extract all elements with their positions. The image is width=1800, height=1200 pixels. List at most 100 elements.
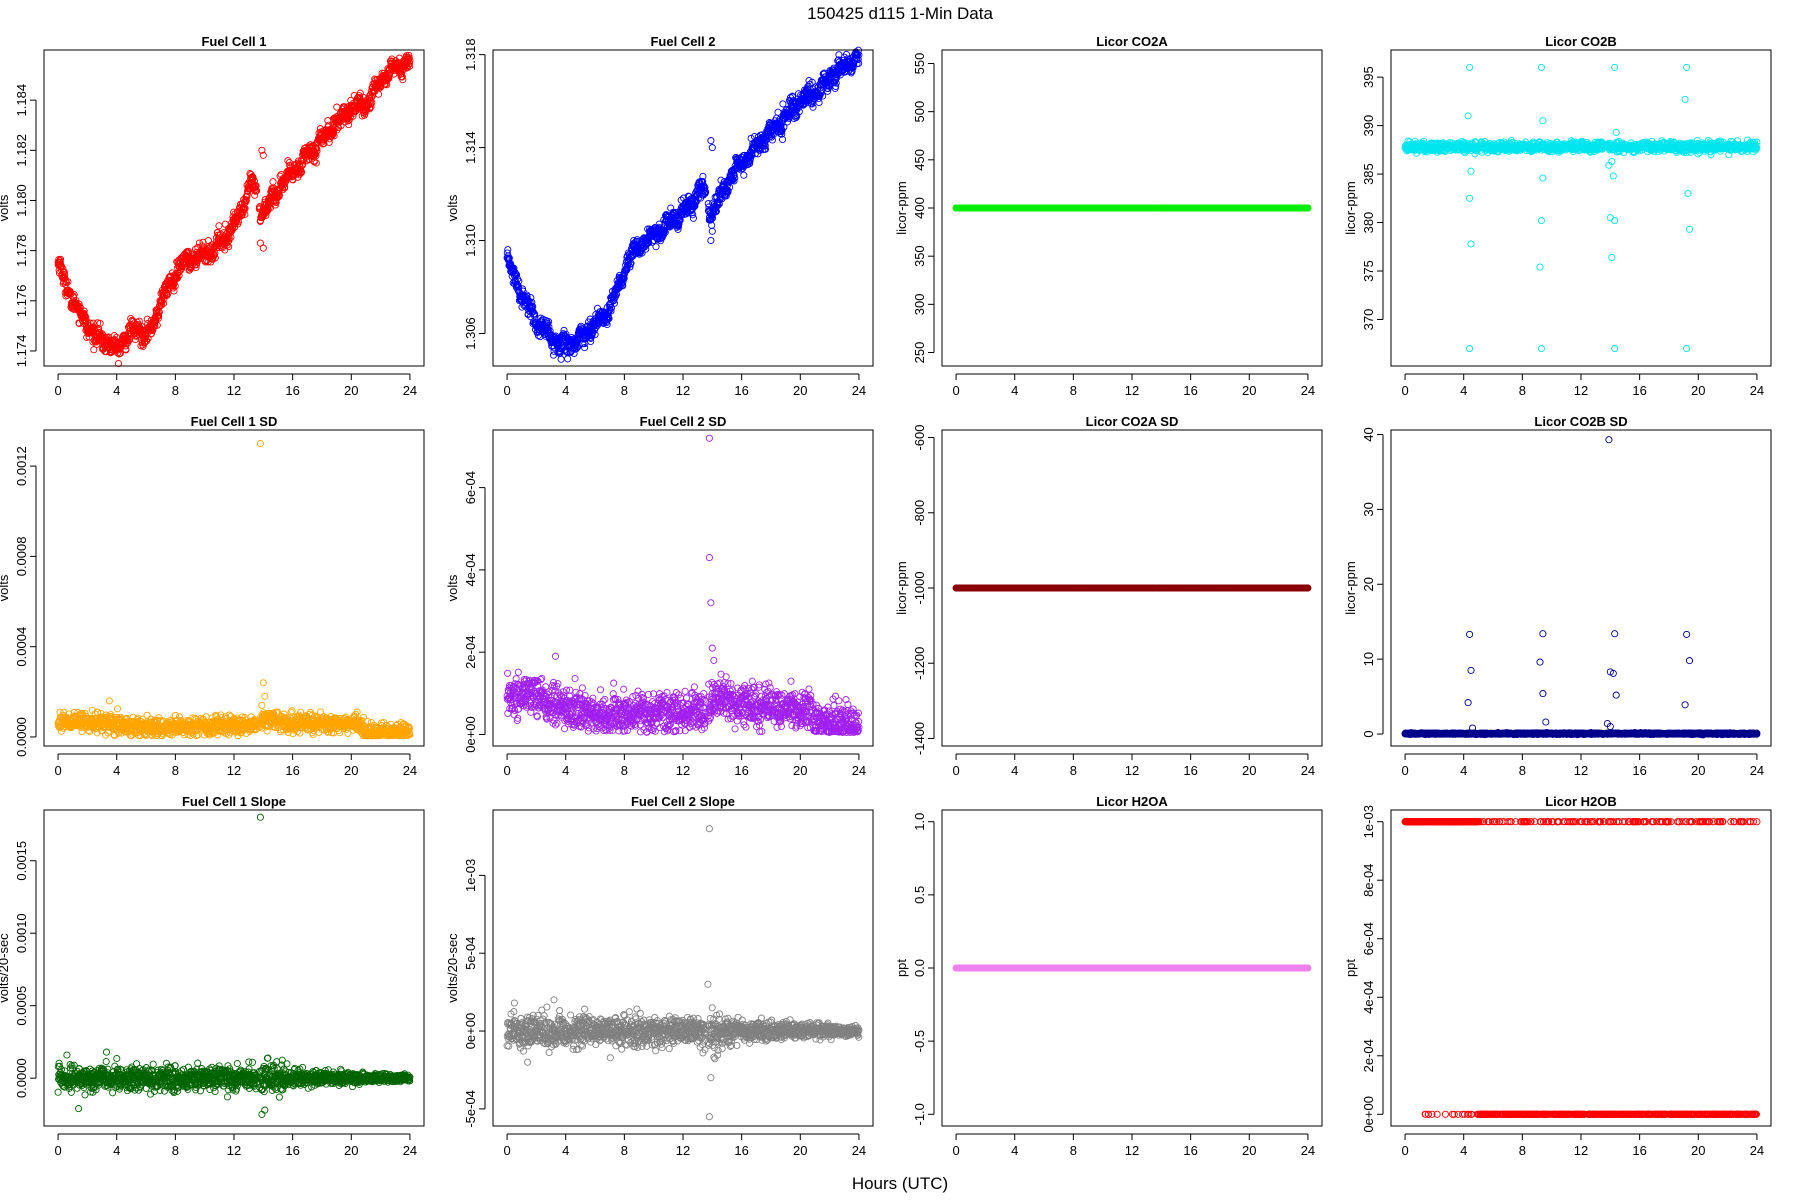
x-tick-label: 12: [227, 383, 241, 398]
y-tick-label: 450: [912, 149, 927, 171]
panel-title: Licor CO2B: [1545, 34, 1617, 49]
data-point: [269, 178, 277, 186]
data-point: [82, 313, 90, 321]
data-point: [211, 254, 219, 262]
figure-xlabel: Hours (UTC): [852, 1174, 948, 1193]
panel-title: Fuel Cell 1: [201, 34, 266, 49]
data-point: [557, 355, 565, 363]
x-tick-label: 16: [285, 383, 299, 398]
y-tick-label: 500: [912, 101, 927, 123]
data-point: [98, 329, 106, 338]
x-tick-label: 0: [503, 383, 510, 398]
x-axis: 0 4 8 12 16 20 24: [503, 373, 866, 398]
data-point: [157, 301, 166, 309]
y-tick-label: 1.182: [14, 134, 29, 167]
data-point: [708, 227, 716, 235]
data-point: [141, 335, 149, 343]
x-tick-label: 8: [1070, 383, 1077, 398]
y-tick-label: 300: [912, 293, 927, 315]
data-point: [252, 182, 260, 190]
data-point: [707, 236, 715, 245]
data-point: [234, 218, 243, 226]
y-axis-label: volts: [0, 194, 11, 221]
y-tick-label: 1.184: [14, 84, 29, 117]
data-point: [122, 346, 130, 354]
data-point: [171, 282, 179, 290]
panel-title: Licor CO2A: [1096, 34, 1168, 49]
x-tick-label: 24: [852, 383, 866, 398]
data-point: [56, 255, 65, 263]
data-point: [64, 278, 72, 286]
data-point: [740, 171, 748, 179]
data-point: [126, 336, 134, 344]
x-tick-label: 0: [54, 383, 61, 398]
x-tick-label: 16: [1183, 383, 1197, 398]
data-point: [147, 330, 155, 338]
y-tick-label: 1.318: [463, 38, 478, 71]
panel-title: Fuel Cell 2: [650, 34, 715, 49]
x-tick-label: 4: [562, 383, 569, 398]
y-tick-label: 1.180: [14, 184, 29, 217]
data-point: [140, 339, 148, 347]
y-axis-label: licor-ppm: [894, 181, 909, 234]
x-tick-label: 20: [1242, 383, 1256, 398]
data-point: [126, 324, 134, 332]
data-point: [100, 332, 108, 340]
data-point: [164, 290, 172, 298]
figure-title: 150425 d115 1-Min Data: [807, 4, 993, 23]
data-point: [155, 312, 163, 320]
data-point: [242, 197, 250, 205]
data-point: [223, 241, 231, 249]
data-point: [253, 187, 261, 195]
data-point: [199, 238, 207, 246]
x-axis: 0 4 8 12 16 20 24: [54, 373, 417, 398]
y-axis-label: licor-ppm: [1343, 181, 1358, 234]
x-tick-label: 0: [952, 383, 959, 398]
data-point: [184, 247, 192, 255]
data-point: [815, 98, 823, 107]
data-points: [952, 204, 1312, 212]
x-tick-label: 8: [621, 383, 628, 398]
y-tick-label: 250: [912, 342, 927, 364]
data-point: [240, 206, 248, 214]
data-point: [192, 263, 200, 272]
data-point: [96, 319, 104, 327]
data-point: [143, 315, 151, 323]
data-point: [91, 324, 99, 332]
data-point: [187, 264, 195, 273]
data-point: [116, 349, 124, 357]
x-tick-label: 20: [793, 383, 807, 398]
x-axis: 0 4 8 12 16 20 24: [952, 373, 1315, 398]
x-tick-label: 4: [1011, 383, 1018, 398]
data-point: [153, 321, 161, 329]
x-tick-label: 20: [344, 383, 358, 398]
data-point: [177, 266, 185, 274]
data-point: [56, 258, 64, 266]
data-point: [159, 299, 168, 308]
data-point: [215, 222, 223, 230]
data-point: [708, 144, 716, 152]
data-point: [707, 137, 715, 145]
data-point: [139, 342, 147, 350]
data-point: [95, 324, 103, 333]
y-tick-label: 350: [912, 245, 927, 267]
x-tick-label: 4: [113, 383, 120, 398]
data-point: [204, 237, 212, 245]
data-point: [689, 214, 697, 222]
data-point: [256, 239, 264, 247]
y-axis-label: volts: [445, 194, 460, 221]
data-point: [114, 359, 123, 368]
data-point: [652, 243, 660, 251]
data-point: [89, 319, 97, 327]
y-tick-label: 550: [912, 53, 927, 75]
data-point: [147, 329, 156, 338]
data-point: [110, 332, 118, 340]
y-tick-label: 1.306: [463, 317, 478, 350]
